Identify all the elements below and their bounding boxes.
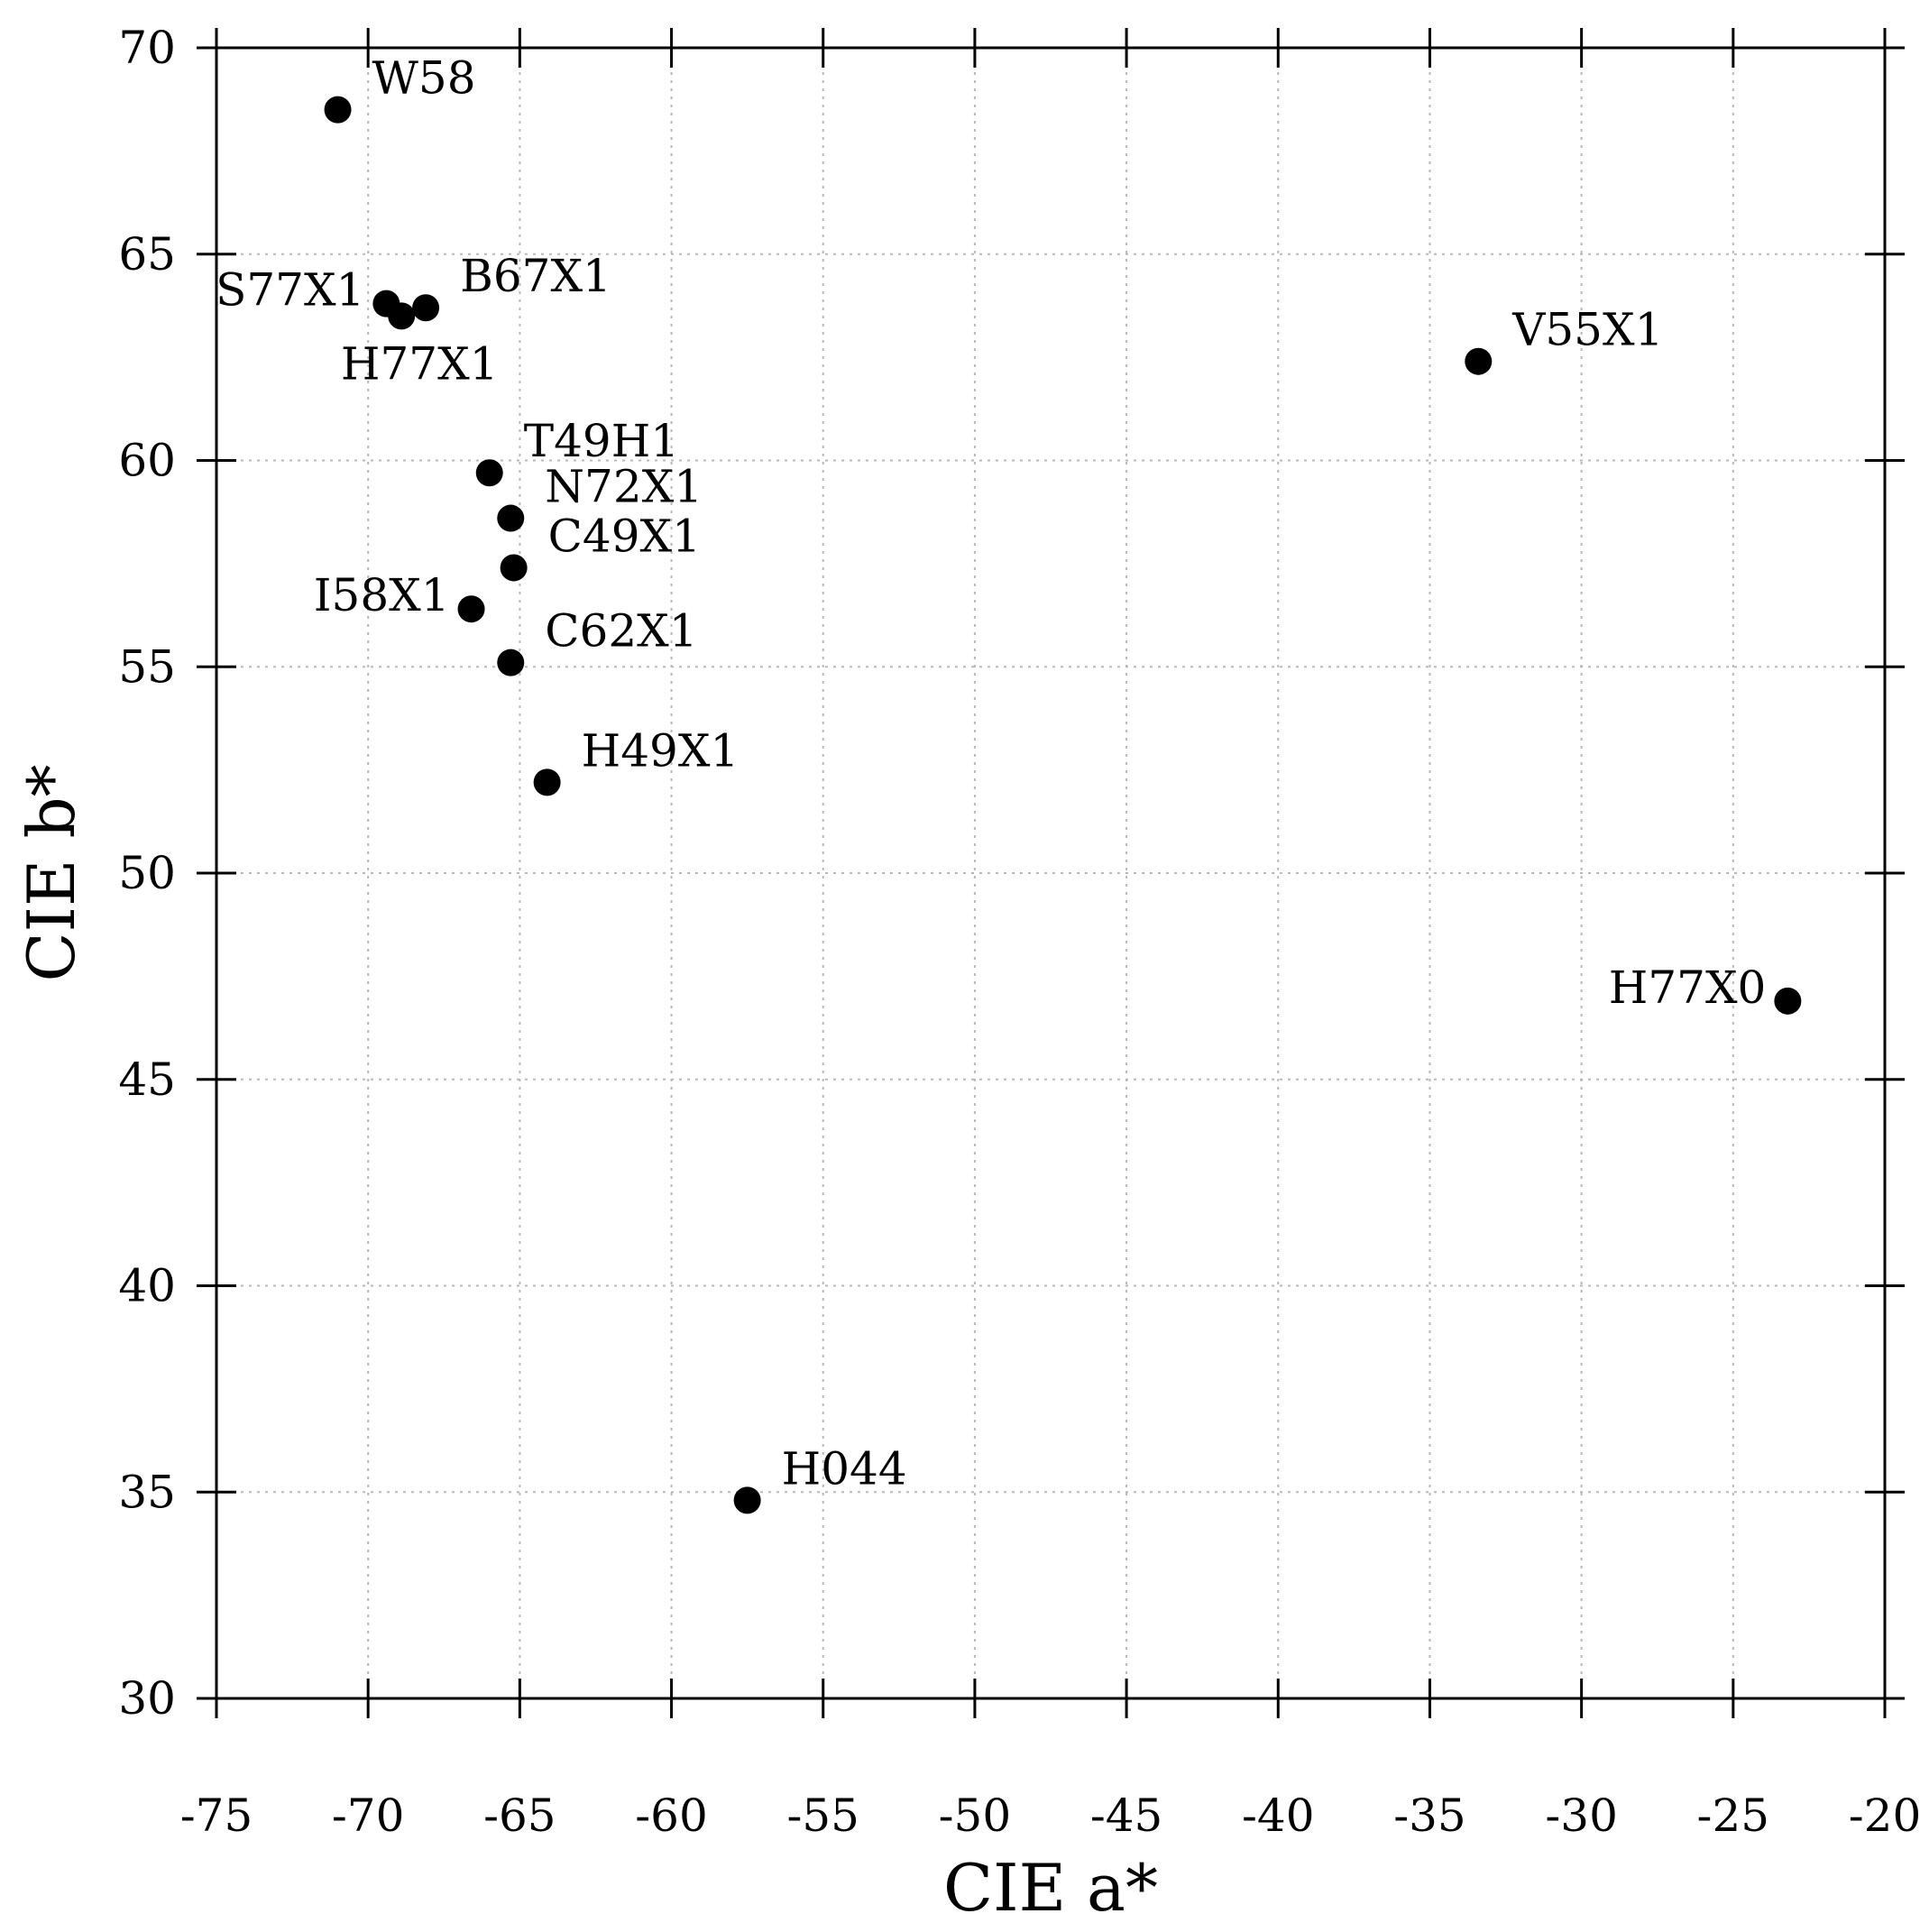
x-tick-label: -35: [1393, 1789, 1466, 1842]
point-label: H49X1: [582, 724, 740, 777]
y-tick-label: 45: [118, 1053, 176, 1106]
y-tick-labels: 30 35 40 45 50 55 60 65 70: [118, 22, 176, 1725]
y-tick-label: 50: [118, 847, 176, 899]
point-label: N72X1: [545, 461, 703, 513]
x-tick-label: -45: [1090, 1789, 1163, 1842]
data-point: [324, 96, 352, 124]
x-tick-label: -40: [1242, 1789, 1315, 1842]
data-point: [388, 302, 416, 330]
y-tick-label: 30: [118, 1672, 176, 1725]
x-tick-labels: -75 -70 -65 -60 -55 -50 -45 -40 -35 -30 -25 -20: [180, 1789, 1920, 1842]
data-point: [412, 294, 440, 322]
data-point: [497, 504, 525, 532]
y-axis-title: CIE b*: [14, 764, 89, 981]
data-point: [457, 595, 485, 623]
data-points: [324, 96, 1802, 1514]
point-label: V55X1: [1511, 304, 1663, 356]
y-tick-label: 55: [118, 640, 176, 693]
y-tick-label: 70: [118, 22, 176, 74]
data-point: [1465, 347, 1493, 375]
data-point: [475, 459, 503, 487]
point-label: H77X1: [341, 337, 499, 390]
point-label: C62X1: [545, 605, 697, 658]
x-tick-label: -70: [332, 1789, 405, 1842]
x-tick-label: -60: [635, 1789, 708, 1842]
point-label: S77X1: [216, 264, 364, 317]
x-tick-label: -25: [1697, 1789, 1770, 1842]
point-label: I58X1: [314, 569, 450, 621]
data-point: [533, 768, 561, 796]
point-label: H77X0: [1609, 961, 1767, 1014]
point-label: T49H1: [524, 415, 679, 467]
x-tick-label: -65: [483, 1789, 556, 1842]
y-tick-label: 40: [118, 1260, 176, 1312]
point-label: H044: [782, 1442, 907, 1495]
data-point: [497, 649, 525, 676]
x-axis-title: CIE a*: [943, 1850, 1158, 1926]
axis-ticks: [197, 28, 1905, 1718]
x-tick-label: -30: [1545, 1789, 1618, 1842]
x-tick-label: -55: [786, 1789, 859, 1842]
grid-lines: [216, 48, 1885, 1698]
x-tick-label: -75: [180, 1789, 253, 1842]
y-tick-label: 35: [118, 1466, 176, 1518]
point-label: C49X1: [548, 510, 701, 562]
y-tick-label: 60: [118, 435, 176, 487]
data-point: [1774, 987, 1802, 1015]
point-label: B67X1: [460, 250, 611, 302]
x-tick-label: -50: [939, 1789, 1012, 1842]
point-label: W58: [372, 52, 476, 105]
data-point: [500, 554, 528, 582]
y-tick-label: 65: [118, 228, 176, 281]
data-point: [733, 1486, 761, 1514]
x-tick-label: -20: [1849, 1789, 1920, 1842]
